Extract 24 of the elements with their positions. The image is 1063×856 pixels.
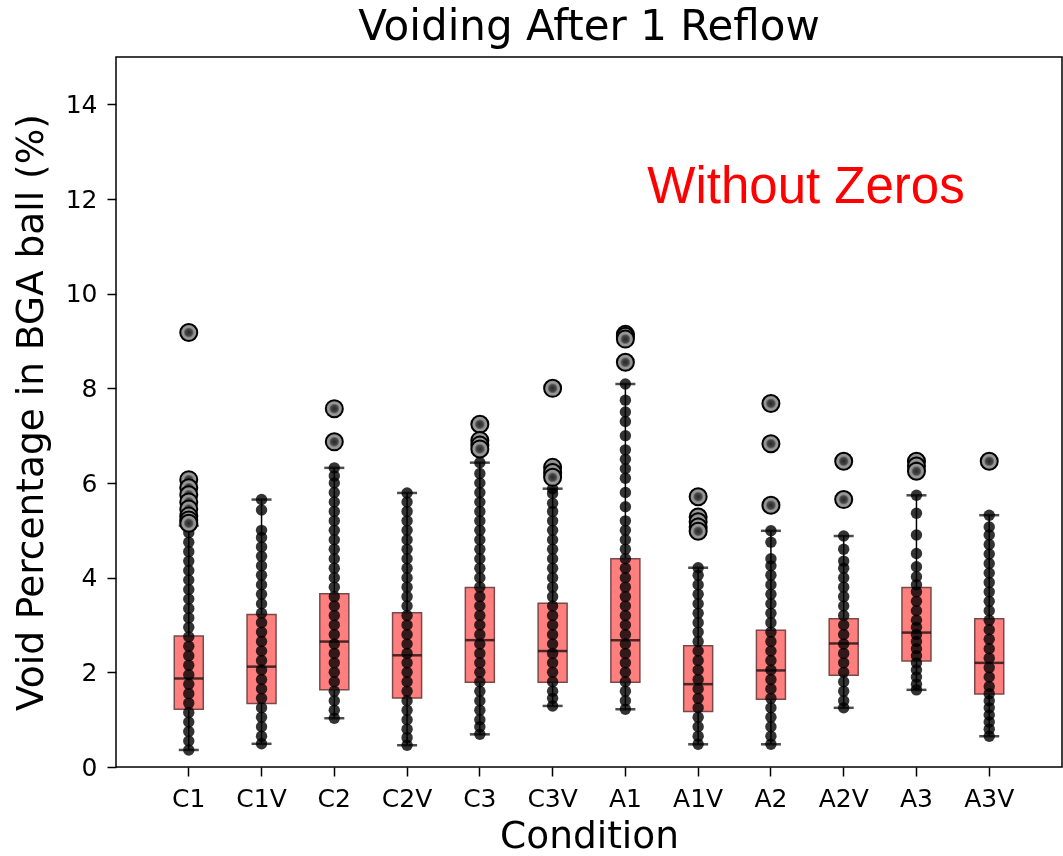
x-tick-label: C3V — [527, 783, 578, 813]
x-axis-title: Condition — [500, 812, 679, 856]
y-tick-label: 4 — [81, 563, 98, 593]
y-tick-label: 2 — [81, 657, 98, 687]
x-tick-label: A1 — [608, 783, 642, 813]
x-tick-label: A1V — [673, 783, 724, 813]
x-tick-label: C2 — [317, 783, 351, 813]
y-tick-label: 10 — [65, 279, 98, 309]
x-tick-label: C3 — [463, 783, 497, 813]
x-tick-label: C2V — [381, 783, 433, 813]
x-tick-label: C1 — [172, 783, 206, 813]
x-tick-label: A2 — [754, 783, 788, 813]
y-tick-label: 14 — [65, 89, 98, 119]
y-axis-title: Void Percentage in BGA ball (%) — [7, 114, 52, 711]
annotation: Without Zeros — [647, 157, 965, 214]
y-tick-label: 6 — [81, 468, 98, 498]
x-tick-label: A2V — [818, 783, 869, 813]
y-tick-label: 12 — [65, 184, 98, 214]
x-tick-label: A3 — [899, 783, 933, 813]
y-tick-label: 0 — [81, 752, 98, 782]
x-tick-label: A3V — [964, 783, 1015, 813]
y-tick-label: 8 — [81, 373, 98, 403]
chart-title: Voiding After 1 Reflow — [358, 1, 820, 50]
x-tick-label: C1V — [236, 783, 287, 813]
